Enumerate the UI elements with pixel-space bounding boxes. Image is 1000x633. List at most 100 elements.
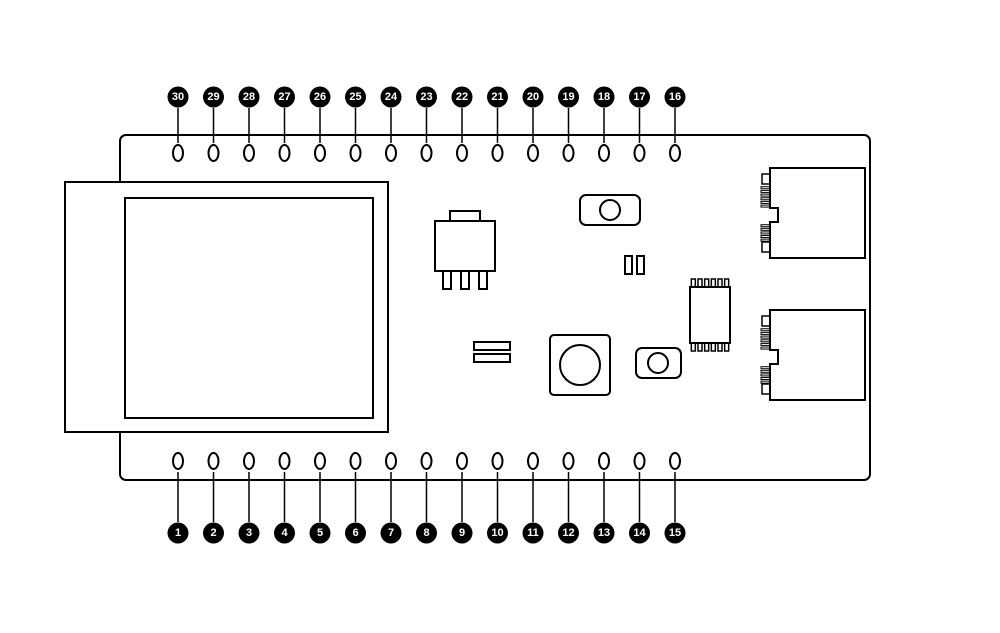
- usb-connector-1: [761, 168, 865, 258]
- pin-label: 19: [558, 87, 579, 108]
- pcb-diagram: 30 1 29 2 28 3 27 4 26 5 25 6 24 7 23 8 22 9 21 10 20 11 19 12 1…: [0, 0, 1000, 633]
- svg-text:10: 10: [491, 527, 503, 539]
- svg-text:8: 8: [423, 527, 429, 539]
- svg-text:22: 22: [456, 91, 468, 103]
- pin-pad: [635, 145, 645, 161]
- pin-pad: [635, 453, 645, 469]
- pin-label: 7: [381, 523, 402, 544]
- pin-pad: [209, 453, 219, 469]
- pin-pad: [564, 453, 574, 469]
- pin-pad: [670, 453, 680, 469]
- svg-text:19: 19: [562, 91, 574, 103]
- svg-text:12: 12: [562, 527, 574, 539]
- smd-cap: [637, 256, 644, 274]
- svg-text:11: 11: [527, 527, 539, 539]
- svg-text:29: 29: [207, 91, 219, 103]
- pin-pad: [386, 453, 396, 469]
- svg-text:17: 17: [633, 91, 645, 103]
- pin-label: 1: [168, 523, 189, 544]
- svg-text:26: 26: [314, 91, 326, 103]
- pin-pad: [315, 453, 325, 469]
- pin-label: 24: [381, 87, 402, 108]
- pin-pad: [351, 145, 361, 161]
- pin-label: 22: [452, 87, 473, 108]
- pin-label: 16: [665, 87, 686, 108]
- svg-text:4: 4: [281, 527, 288, 539]
- usb-connector-2: [761, 310, 865, 400]
- svg-text:14: 14: [633, 527, 646, 539]
- regulator-body: [435, 221, 495, 271]
- svg-text:7: 7: [388, 527, 394, 539]
- pin-label: 8: [416, 523, 437, 544]
- pin-pad: [493, 453, 503, 469]
- pin-pad: [386, 145, 396, 161]
- pin-pad: [528, 453, 538, 469]
- svg-text:15: 15: [669, 527, 681, 539]
- pin-label: 30: [168, 87, 189, 108]
- svg-text:23: 23: [420, 91, 432, 103]
- svg-text:30: 30: [172, 91, 184, 103]
- usb-bridge-ic: [690, 279, 730, 351]
- pin-label: 21: [487, 87, 508, 108]
- svg-text:5: 5: [317, 527, 323, 539]
- regulator-tab: [450, 211, 480, 221]
- svg-text:2: 2: [210, 527, 216, 539]
- pin-pad: [670, 145, 680, 161]
- pin-label: 4: [274, 523, 295, 544]
- pin-label: 14: [629, 523, 650, 544]
- pin-label: 15: [665, 523, 686, 544]
- svg-text:21: 21: [491, 91, 503, 103]
- pin-label: 13: [594, 523, 615, 544]
- pin-pad: [280, 453, 290, 469]
- pin-pad: [280, 145, 290, 161]
- pin-label: 11: [523, 523, 544, 544]
- pin-pad: [244, 453, 254, 469]
- pin-pad: [599, 145, 609, 161]
- svg-text:1: 1: [175, 527, 181, 539]
- svg-text:28: 28: [243, 91, 255, 103]
- button-a-cap: [600, 200, 620, 220]
- pin-label: 25: [345, 87, 366, 108]
- pin-label: 5: [310, 523, 331, 544]
- pin-pad: [564, 145, 574, 161]
- pin-label: 17: [629, 87, 650, 108]
- svg-text:13: 13: [598, 527, 610, 539]
- smd-bar: [474, 354, 510, 362]
- pin-label: 26: [310, 87, 331, 108]
- pin-pad: [173, 145, 183, 161]
- svg-text:27: 27: [278, 91, 290, 103]
- svg-text:24: 24: [385, 91, 398, 103]
- pin-label: 20: [523, 87, 544, 108]
- pin-label: 9: [452, 523, 473, 544]
- pin-label: 2: [203, 523, 224, 544]
- pin-pad: [244, 145, 254, 161]
- pin-label: 18: [594, 87, 615, 108]
- svg-text:25: 25: [349, 91, 361, 103]
- smd-cap: [625, 256, 632, 274]
- regulator-leg: [479, 271, 487, 289]
- pin-pad: [457, 145, 467, 161]
- pin-pad: [457, 453, 467, 469]
- pin-label: 12: [558, 523, 579, 544]
- pin-pad: [493, 145, 503, 161]
- pin-pad: [351, 453, 361, 469]
- pin-pad: [528, 145, 538, 161]
- pin-label: 27: [274, 87, 295, 108]
- pin-label: 10: [487, 523, 508, 544]
- pin-label: 3: [239, 523, 260, 544]
- rf-module-shield: [65, 182, 388, 432]
- svg-text:6: 6: [352, 527, 358, 539]
- svg-text:3: 3: [246, 527, 252, 539]
- pin-label: 23: [416, 87, 437, 108]
- button-b-cap: [560, 345, 600, 385]
- pin-pad: [173, 453, 183, 469]
- pin-label: 28: [239, 87, 260, 108]
- regulator-leg: [443, 271, 451, 289]
- pin-label: 6: [345, 523, 366, 544]
- pin-pad: [209, 145, 219, 161]
- pin-pad: [422, 453, 432, 469]
- svg-text:9: 9: [459, 527, 465, 539]
- pin-pad: [315, 145, 325, 161]
- button-c-cap: [648, 353, 668, 373]
- pin-pad: [599, 453, 609, 469]
